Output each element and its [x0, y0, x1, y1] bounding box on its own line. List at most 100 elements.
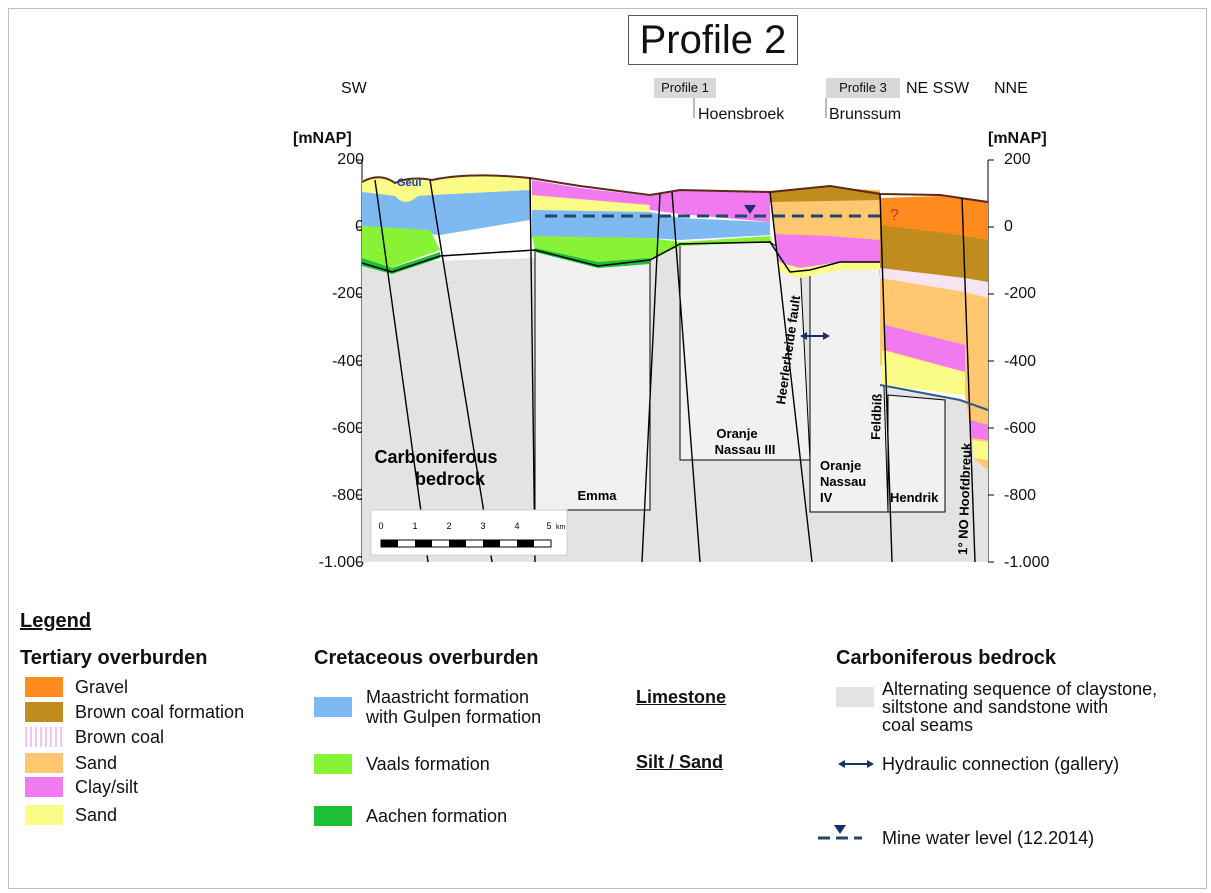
clay-east-deep — [885, 325, 965, 372]
left-tick: -600 — [331, 420, 364, 437]
legend-vaals: Vaals formation — [366, 754, 490, 774]
oranje-4-label-1: Oranje — [820, 458, 861, 473]
east-contact — [879, 384, 989, 411]
left-tick: -200 — [331, 285, 364, 302]
legend-limestone: Limestone — [636, 687, 727, 707]
sand-east-sliver — [972, 440, 988, 460]
emma-workings — [534, 249, 651, 511]
swatch-vaals — [314, 754, 352, 774]
profile1-tag: Profile 1 — [654, 78, 716, 98]
legend-brown-coal: Brown coal — [75, 727, 165, 747]
direction-sw: SW — [341, 80, 367, 97]
right-tick: -600 — [1004, 420, 1037, 437]
legend-silt-sand: Silt / Sand — [636, 752, 724, 772]
town-brunssum: Brunssum — [829, 106, 902, 123]
legend-hydraulic: Hydraulic connection (gallery) — [882, 754, 1120, 774]
feldbiss-label: Feldbiß — [868, 393, 885, 440]
hydraulic-arrow — [800, 332, 830, 340]
hendrik-workings — [887, 394, 946, 513]
swatch-sand — [25, 753, 63, 773]
bedrock-west — [362, 258, 535, 562]
scale-label: 1 — [412, 521, 417, 531]
left-axis-unit: [mNAP] — [293, 130, 352, 147]
hendrik-label: Hendrik — [890, 490, 939, 505]
left-tick: -800 — [331, 487, 364, 504]
legend-maastricht-2: with Gulpen formation — [366, 707, 542, 727]
oranje-3-label-2: Nassau III — [715, 442, 776, 457]
right-tick: -1.000 — [1004, 554, 1050, 571]
emma-label: Emma — [577, 488, 617, 503]
figure-frame — [8, 8, 1207, 889]
cretaceous-heading: Cretaceous overburden — [314, 647, 539, 669]
swatch-clay-silt — [25, 777, 63, 797]
legend-gravel: Gravel — [75, 677, 129, 697]
water-level-marker — [744, 205, 756, 214]
scale-label: 0 — [378, 521, 383, 531]
left-tick: 200 — [337, 151, 364, 168]
left-tick: -1.000 — [318, 554, 364, 571]
surface-line — [361, 174, 989, 203]
vaals-west — [362, 226, 440, 268]
direction-ne-ssw: NE SSW — [906, 80, 970, 97]
scale-label: 5 — [546, 521, 551, 531]
mine-water-level-icon — [818, 825, 862, 840]
scale-label: 3 — [480, 521, 485, 531]
scale-label: 4 — [514, 521, 519, 531]
legend-title: Legend — [20, 610, 92, 632]
carboniferous-label-2: bedrock — [415, 469, 486, 489]
tertiary-heading: Tertiary overburden — [20, 647, 208, 669]
swatch-sand-yellow — [25, 805, 63, 825]
legend-brown-coal-formation: Brown coal formation — [75, 702, 245, 722]
oranje-4-label-3: IV — [820, 490, 833, 505]
town-hoensbroek: Hoensbroek — [698, 106, 785, 123]
clay-east-upper — [775, 234, 880, 270]
legend-alternating-1: Alternating sequence of claystone, — [882, 679, 1158, 699]
swatch-gravel — [25, 677, 63, 697]
bedrock-contact — [361, 241, 880, 273]
swatch-maastricht — [314, 697, 352, 717]
faults — [374, 177, 976, 563]
clay-central-east — [650, 190, 770, 222]
axis-ticks — [356, 159, 994, 563]
legend-aachen: Aachen formation — [366, 806, 508, 826]
brown-coal-central — [770, 186, 880, 202]
legend-alternating-3: coal seams — [882, 715, 974, 735]
hydraulic-connection-icon — [838, 760, 874, 768]
right-tick: -200 — [1004, 285, 1037, 302]
sand-east-deep-lower — [882, 350, 965, 395]
maastricht-west — [362, 190, 530, 235]
swatch-alternating-sequence — [836, 687, 874, 707]
scale-label: 2 — [446, 521, 451, 531]
clay-east-sliver — [970, 420, 988, 440]
profile-title: Profile 2 — [628, 15, 798, 65]
legend-clay-silt: Clay/silt — [75, 777, 139, 797]
hoofdbreuk-label: 1° NO Hoofdbreuk — [955, 442, 974, 555]
legend-mine-water: Mine water level (12.2014) — [882, 828, 1095, 848]
right-tick: 200 — [1004, 151, 1031, 168]
right-axis-unit: [mNAP] — [988, 130, 1047, 147]
geul-label: Geul — [397, 177, 421, 189]
legend-sand: Sand — [75, 753, 118, 773]
scale-bar-box — [370, 509, 568, 556]
left-tick: -400 — [331, 353, 364, 370]
swatch-aachen — [314, 806, 352, 826]
legend-maastricht-1: Maastricht formation — [366, 687, 530, 707]
scale-bar: 0 1 2 3 4 5 km — [378, 521, 566, 548]
gravel-east — [880, 196, 988, 240]
right-tick: -400 — [1004, 353, 1037, 370]
right-tick: 0 — [1004, 218, 1013, 235]
direction-nne: NNE — [994, 80, 1028, 97]
sand-east-lower — [778, 262, 880, 278]
swatch-brown-coal-formation — [25, 702, 63, 722]
carboniferous-heading: Carboniferous bedrock — [836, 647, 1057, 669]
legend-sand-yellow: Sand — [75, 805, 118, 825]
right-tick: -800 — [1004, 487, 1037, 504]
carboniferous-label-1: Carboniferous — [374, 447, 497, 467]
oranje-3-label-1: Oranje — [716, 426, 757, 441]
swatch-brown-coal — [25, 727, 63, 747]
legend-alternating-2: siltstone and sandstone with — [882, 697, 1109, 717]
question-mark: ? — [890, 207, 899, 224]
oranje-4-label-2: Nassau — [820, 474, 866, 489]
profile3-tag: Profile 3 — [826, 78, 900, 98]
